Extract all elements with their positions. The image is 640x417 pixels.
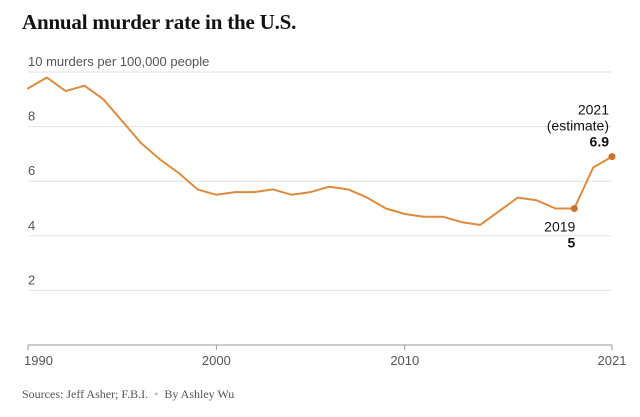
highlight-point (608, 153, 616, 161)
highlight-note-label: (estimate) (547, 118, 609, 134)
separator-dot: • (154, 387, 159, 401)
x-tick-label: 2010 (390, 353, 419, 368)
highlight-value-label: 5 (568, 235, 576, 251)
source-footer: Sources: Jeff Asher; F.B.I. • By Ashley Wu (22, 387, 234, 402)
x-tick-label: 2000 (202, 353, 231, 368)
highlight-year-label: 2019 (544, 219, 575, 235)
y-tick-label: 4 (28, 218, 35, 233)
gridlines (28, 71, 612, 291)
x-tick-label: 1990 (24, 353, 53, 368)
y-tick-label: 2 (28, 272, 35, 287)
y-axis-labels: 10 murders per 100,000 people 8 6 4 2 (28, 54, 209, 287)
source-text: Sources: Jeff Asher; F.B.I. (22, 387, 149, 401)
byline-text: By Ashley Wu (164, 387, 235, 401)
highlight-year-label: 2021 (578, 102, 609, 118)
highlight-point (570, 205, 578, 212)
series-layer (27, 76, 613, 226)
y-tick-label: 6 (28, 163, 35, 178)
chart-title: Annual murder rate in the U.S. (22, 10, 297, 34)
y-tick-label: 8 (28, 109, 35, 124)
series-line (27, 76, 613, 226)
y-tick-label: 10 murders per 100,000 people (28, 54, 209, 69)
x-tick-label: 2021 (598, 353, 627, 368)
highlight-value-label: 6.9 (590, 134, 610, 150)
x-axis-labels: 1990 2000 2010 2021 (24, 345, 626, 368)
